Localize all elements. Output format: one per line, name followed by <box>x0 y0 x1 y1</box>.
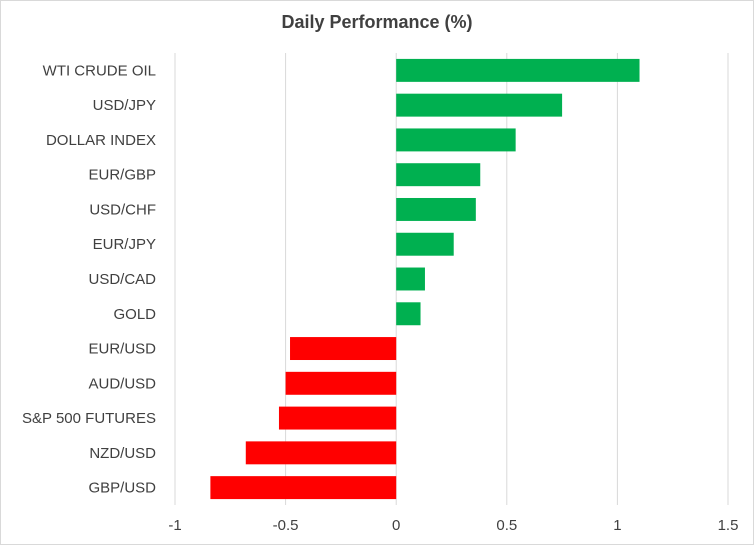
category-label: EUR/USD <box>88 341 156 358</box>
bar <box>396 128 516 152</box>
bar <box>396 197 476 221</box>
bar <box>396 267 425 291</box>
category-label: USD/CAD <box>88 271 156 288</box>
category-label: WTI CRUDE OIL <box>43 62 156 79</box>
category-label: GOLD <box>113 306 156 323</box>
x-tick-label: 0.5 <box>496 517 517 534</box>
category-label: USD/CHF <box>89 201 156 218</box>
bar <box>396 163 481 187</box>
chart-title: Daily Performance (%) <box>281 12 473 32</box>
bar <box>396 302 421 326</box>
category-label: USD/JPY <box>93 97 156 114</box>
category-label: EUR/GBP <box>88 167 156 184</box>
bar <box>245 441 397 465</box>
category-label: NZD/USD <box>89 445 156 462</box>
bar <box>290 337 397 361</box>
x-tick-label: 1.5 <box>718 517 739 534</box>
category-label: AUD/USD <box>88 375 156 392</box>
x-tick-label: 1 <box>613 517 621 534</box>
bar <box>396 93 563 117</box>
x-tick-label: 0 <box>392 517 400 534</box>
bar <box>285 371 397 395</box>
category-label: S&P 500 FUTURES <box>22 410 156 427</box>
category-label: GBP/USD <box>88 480 156 497</box>
bar <box>210 476 397 500</box>
bar <box>278 406 397 430</box>
category-label: EUR/JPY <box>93 236 156 253</box>
x-tick-label: -0.5 <box>273 517 299 534</box>
bar <box>396 232 454 256</box>
bar <box>396 58 640 82</box>
category-label: DOLLAR INDEX <box>46 132 156 149</box>
x-tick-label: -1 <box>168 517 181 534</box>
